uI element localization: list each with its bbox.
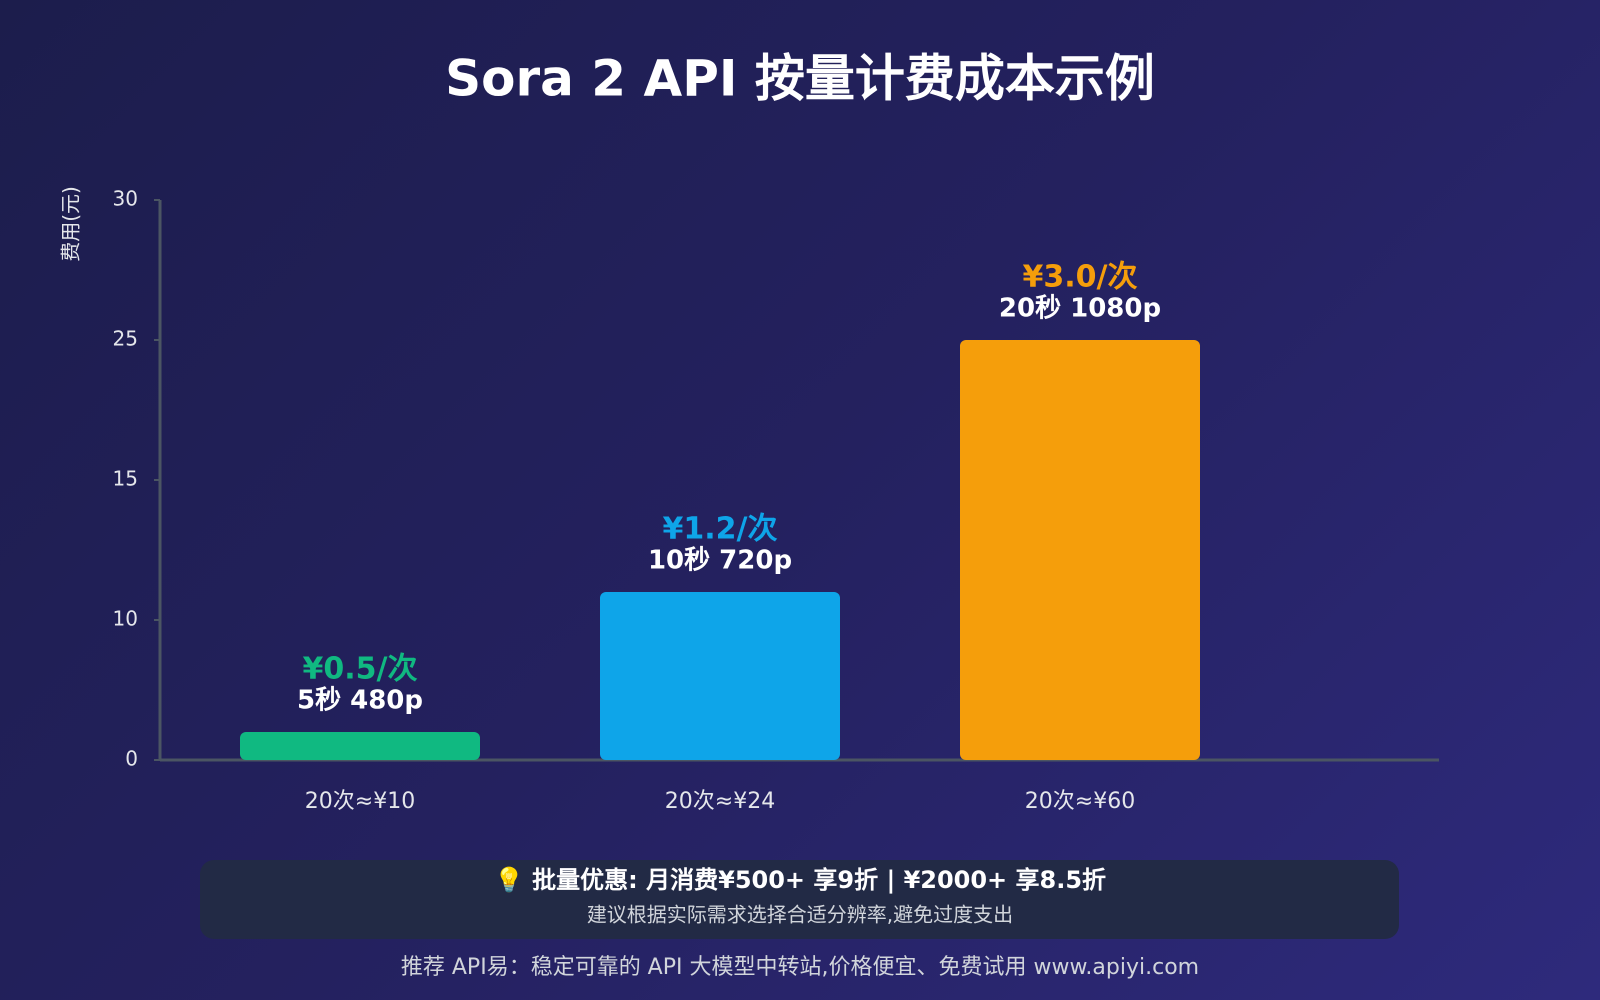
note-title: 💡 批量优惠: 月消费¥500+ 享9折 | ¥2000+ 享8.5折 xyxy=(494,866,1106,894)
bar xyxy=(240,732,480,760)
footer: 推荐 API易：稳定可靠的 API 大模型中转站,价格便宜、免费试用 www.a… xyxy=(401,955,1199,980)
x-tick-label: 20次≈¥10 xyxy=(305,789,415,814)
price-label: ¥3.0/次 xyxy=(1023,260,1138,295)
price-label: ¥1.2/次 xyxy=(663,512,778,547)
note-text: 建议根据实际需求选择合适分辨率,避免过度支出 xyxy=(587,903,1013,927)
x-tick-label: 20次≈¥24 xyxy=(665,789,775,814)
chart-title: Sora 2 API 按量计费成本示例 xyxy=(445,50,1155,108)
y-tick-label: 30 xyxy=(113,187,138,211)
spec-label: 10秒 720p xyxy=(648,546,792,576)
y-tick-label: 10 xyxy=(113,607,138,631)
spec-label: 20秒 1080p xyxy=(999,294,1161,324)
y-tick-label: 0 xyxy=(125,747,138,771)
price-label: ¥0.5/次 xyxy=(303,652,418,687)
y-tick-label: 15 xyxy=(113,467,138,491)
note-box xyxy=(200,860,1399,939)
y-tick-label: 25 xyxy=(113,327,138,351)
y-axis-label: 费用(元) xyxy=(59,186,83,262)
bar xyxy=(960,340,1200,760)
spec-label: 5秒 480p xyxy=(297,686,423,716)
x-tick-label: 20次≈¥60 xyxy=(1025,789,1135,814)
bar xyxy=(600,592,840,760)
